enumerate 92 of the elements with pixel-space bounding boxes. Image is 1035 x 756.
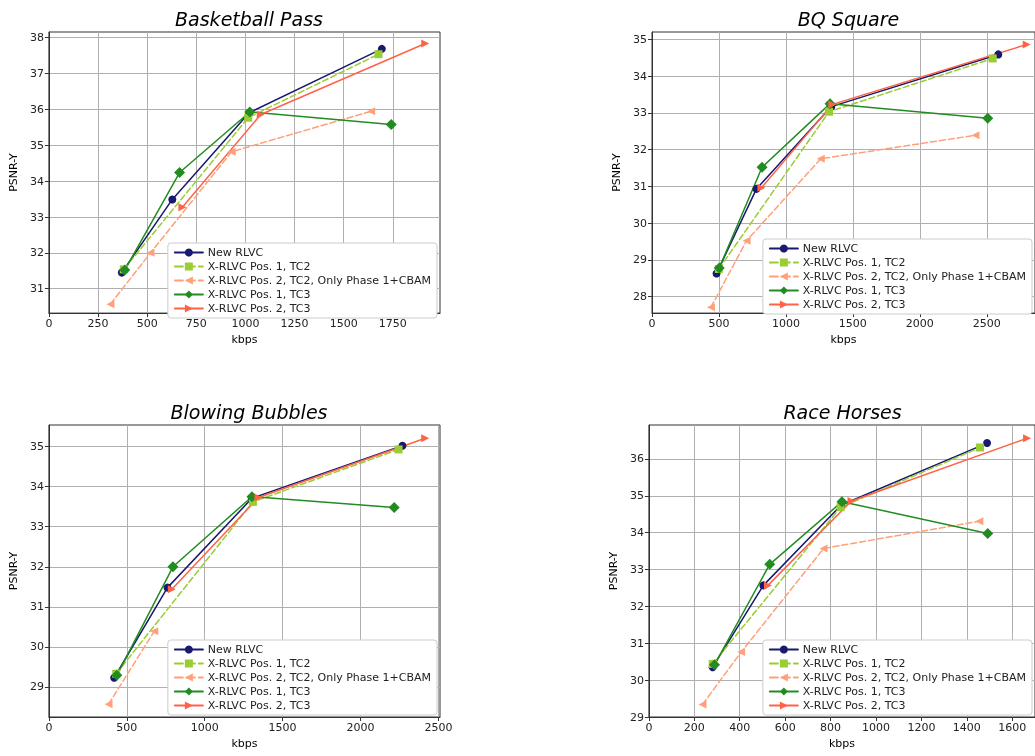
legend-label: New RLVC bbox=[207, 643, 264, 656]
y-tick-label: 34 bbox=[629, 526, 644, 540]
legend-label: X-RLVC Pos. 1, TC3 bbox=[802, 685, 906, 698]
y-tick-label: 38 bbox=[29, 31, 44, 45]
legend-label: X-RLVC Pos. 2, TC3 bbox=[802, 699, 906, 712]
x-tick-label: 200 bbox=[683, 721, 705, 734]
y-axis-title: PSNR-Y bbox=[7, 153, 20, 192]
y-tick-label: 33 bbox=[29, 520, 44, 534]
y-tick-label: 36 bbox=[629, 452, 644, 466]
y-tick-label: 36 bbox=[29, 102, 44, 116]
y-tick-label: 35 bbox=[633, 32, 647, 46]
legend-label: X-RLVC Pos. 2, TC2, Only Phase 1+CBAM bbox=[207, 274, 432, 287]
chart-title: Blowing Bubbles bbox=[170, 400, 328, 423]
x-tick-label: 1200 bbox=[907, 721, 936, 734]
y-axis-title: PSNR-Y bbox=[610, 153, 624, 192]
x-tick-label: 1000 bbox=[862, 721, 891, 734]
x-tick-label: 2500 bbox=[972, 317, 1001, 331]
x-tick-label: 1600 bbox=[998, 721, 1027, 734]
y-tick-label: 32 bbox=[629, 599, 644, 613]
legend-label: X-RLVC Pos. 2, TC3 bbox=[802, 298, 906, 311]
chart-title: Race Horses bbox=[783, 400, 902, 423]
x-tick-label: 1000 bbox=[771, 317, 800, 331]
x-axis-title: kbps bbox=[231, 736, 258, 750]
legend-label: X-RLVC Pos. 2, TC3 bbox=[207, 699, 311, 712]
legend-label: X-RLVC Pos. 1, TC2 bbox=[207, 657, 311, 670]
x-tick-label: 1500 bbox=[329, 317, 358, 331]
y-tick-label: 30 bbox=[633, 216, 647, 230]
legend-label: New RLVC bbox=[802, 242, 859, 255]
legend-label: X-RLVC Pos. 1, TC2 bbox=[207, 260, 311, 273]
y-tick-label: 31 bbox=[633, 179, 647, 193]
y-axis-title: PSNR-Y bbox=[607, 551, 620, 591]
x-tick-label: 1000 bbox=[231, 317, 260, 331]
x-tick-label: 2500 bbox=[424, 721, 453, 734]
y-tick-label: 32 bbox=[29, 560, 44, 574]
legend-label: X-RLVC Pos. 2, TC2, Only Phase 1+CBAM bbox=[207, 671, 432, 684]
x-axis-title: kbps bbox=[830, 333, 857, 346]
x-tick-label: 500 bbox=[136, 317, 158, 331]
legend-label: X-RLVC Pos. 1, TC2 bbox=[802, 657, 906, 670]
x-tick-label: 1500 bbox=[838, 317, 867, 331]
y-tick-label: 29 bbox=[629, 710, 644, 724]
legend-label: X-RLVC Pos. 1, TC2 bbox=[802, 256, 906, 269]
x-tick-label: 250 bbox=[87, 317, 109, 331]
y-axis-title: PSNR-Y bbox=[7, 551, 20, 591]
x-tick-label: 1000 bbox=[190, 721, 219, 734]
y-tick-label: 29 bbox=[633, 253, 647, 267]
x-tick-label: 0 bbox=[45, 317, 53, 331]
y-tick-label: 30 bbox=[629, 673, 644, 687]
y-tick-label: 34 bbox=[633, 69, 647, 83]
legend-label: X-RLVC Pos. 1, TC3 bbox=[802, 284, 906, 297]
x-tick-label: 800 bbox=[820, 721, 842, 734]
y-tick-label: 37 bbox=[29, 67, 44, 81]
x-tick-label: 0 bbox=[648, 317, 656, 331]
y-tick-label: 35 bbox=[29, 138, 44, 152]
legend-label: New RLVC bbox=[802, 643, 859, 656]
x-axis-title: kbps bbox=[828, 736, 856, 750]
x-tick-label: 2000 bbox=[346, 721, 375, 734]
y-tick-label: 35 bbox=[29, 440, 44, 454]
y-tick-label: 32 bbox=[29, 246, 44, 260]
y-tick-label: 31 bbox=[29, 600, 44, 614]
x-tick-label: 1400 bbox=[952, 721, 981, 734]
chart-title: BQ Square bbox=[797, 7, 900, 30]
y-tick-label: 31 bbox=[629, 636, 644, 650]
x-tick-label: 1750 bbox=[378, 317, 407, 331]
legend-label: New RLVC bbox=[207, 246, 264, 259]
x-tick-label: 1500 bbox=[268, 721, 297, 734]
y-tick-label: 31 bbox=[29, 282, 44, 296]
y-tick-label: 28 bbox=[633, 290, 647, 304]
x-tick-label: 750 bbox=[185, 317, 207, 331]
y-tick-label: 33 bbox=[629, 563, 644, 577]
y-tick-label: 33 bbox=[29, 210, 44, 224]
legend-label: X-RLVC Pos. 2, TC2, Only Phase 1+CBAM bbox=[802, 671, 1027, 684]
y-tick-label: 32 bbox=[633, 143, 647, 157]
legend-label: X-RLVC Pos. 1, TC3 bbox=[207, 685, 311, 698]
y-tick-label: 30 bbox=[29, 640, 44, 654]
x-axis-title: kbps bbox=[231, 333, 258, 346]
y-tick-label: 35 bbox=[629, 489, 644, 503]
legend-label: X-RLVC Pos. 1, TC3 bbox=[207, 288, 311, 301]
legend-label: X-RLVC Pos. 2, TC3 bbox=[207, 302, 311, 315]
chart-title: Basketball Pass bbox=[175, 7, 324, 30]
x-tick-label: 500 bbox=[116, 721, 138, 734]
legend-label: X-RLVC Pos. 2, TC2, Only Phase 1+CBAM bbox=[802, 270, 1027, 283]
y-tick-label: 34 bbox=[29, 174, 44, 188]
x-tick-label: 500 bbox=[708, 317, 730, 331]
x-tick-label: 600 bbox=[774, 721, 796, 734]
x-tick-label: 1250 bbox=[280, 317, 309, 331]
y-tick-label: 34 bbox=[29, 480, 44, 494]
x-tick-label: 2000 bbox=[905, 317, 934, 331]
x-tick-label: 0 bbox=[45, 721, 53, 734]
y-tick-label: 29 bbox=[29, 680, 44, 694]
x-tick-label: 400 bbox=[729, 721, 751, 734]
y-tick-label: 33 bbox=[633, 106, 647, 120]
x-tick-label: 0 bbox=[645, 721, 653, 734]
